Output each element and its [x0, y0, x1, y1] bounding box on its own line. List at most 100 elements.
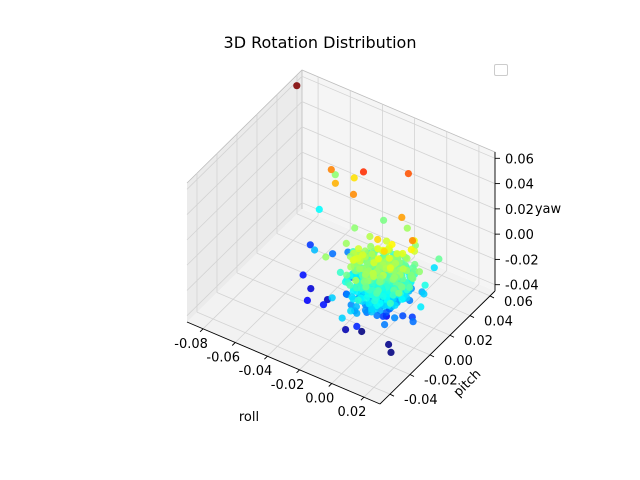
data-point [374, 235, 382, 244]
gridline-yaw-left [186, 151, 303, 266]
pitch-tick-label: 0.04 [484, 315, 513, 330]
roll-tick-label: -0.02 [271, 378, 305, 393]
data-point [385, 254, 393, 262]
gridline-yaw-back [301, 151, 496, 235]
legend-box[interactable] [494, 64, 508, 76]
data-point [421, 281, 429, 289]
data-point [370, 259, 378, 267]
yaw-tick-label: -0.02 [505, 253, 539, 268]
data-point [380, 216, 388, 224]
gridline-yaw-left [186, 202, 303, 316]
gridline-yaw-left [186, 177, 303, 291]
data-point [322, 253, 330, 261]
pitch-tick [449, 334, 455, 338]
data-point [356, 265, 364, 273]
data-point [303, 296, 311, 304]
data-point [368, 305, 376, 313]
data-point [349, 256, 357, 264]
data-point [328, 294, 336, 302]
gridline-pitch-floor [196, 311, 391, 395]
data-point [353, 322, 361, 330]
data-point [370, 272, 378, 280]
roll-tick-label: 0.00 [305, 392, 334, 407]
data-point [395, 289, 403, 297]
pitch-axis-title: pitch [451, 367, 484, 400]
data-point [393, 250, 401, 258]
data-point [404, 170, 412, 178]
data-point [354, 296, 362, 304]
gridline-yaw-back [301, 75, 496, 159]
yaw-axis-title: yaw [535, 202, 562, 217]
data-point [398, 213, 406, 221]
data-point [403, 224, 411, 232]
pitch-axis-line [379, 290, 496, 405]
data-point [329, 250, 337, 258]
gridline-roll-floor [331, 270, 448, 384]
data-point [338, 314, 346, 322]
data-point [354, 245, 363, 253]
data-point [403, 254, 411, 262]
data-point [307, 285, 315, 293]
gridline-yaw-back [301, 101, 496, 184]
data-point [331, 171, 339, 179]
data-point [406, 283, 414, 292]
data-point [399, 312, 407, 320]
chart-title: 3D Rotation Distribution [223, 33, 417, 52]
data-point [358, 327, 366, 336]
yaw-tick-label: 0.02 [505, 203, 534, 218]
data-point [342, 326, 350, 334]
yaw-tick-label: 0.06 [505, 152, 534, 167]
gridline-pitch-floor [236, 272, 431, 356]
data-point [367, 242, 375, 251]
pitch-tick [489, 295, 495, 299]
data-point [331, 179, 339, 187]
pitch-tick-label: 0.06 [504, 295, 533, 310]
data-point [327, 166, 335, 174]
roll-tick-label: -0.04 [239, 364, 273, 379]
data-point [380, 247, 388, 255]
pitch-tick [389, 393, 395, 397]
data-point [420, 290, 428, 298]
roll-tick [199, 328, 204, 333]
data-point [399, 265, 407, 273]
gridline-yaw-back [301, 202, 496, 286]
data-point [407, 246, 415, 254]
yaw-tick-label: -0.04 [505, 279, 539, 294]
data-point [342, 239, 350, 247]
data-point [336, 268, 344, 276]
data-point [379, 292, 387, 300]
roll-axis-line [186, 321, 381, 405]
data-point [353, 284, 361, 292]
data-point [376, 278, 384, 286]
data-point [373, 289, 381, 297]
data-point [359, 168, 368, 176]
data-point [350, 174, 358, 182]
roll-tick [296, 369, 300, 374]
roll-tick [328, 383, 333, 387]
data-point [346, 281, 354, 289]
data-point [315, 205, 323, 213]
data-point [373, 311, 381, 320]
data-point [293, 82, 301, 90]
data-point [389, 275, 397, 283]
roll-tick [231, 342, 236, 346]
data-point [351, 224, 359, 232]
pitch-tick-label: -0.04 [404, 393, 438, 408]
data-point [352, 276, 360, 284]
roll-axis-title: roll [239, 410, 259, 425]
roll-tick-label: -0.06 [206, 351, 240, 366]
roll-tick-label: 0.02 [337, 405, 366, 420]
data-point [361, 306, 370, 314]
data-point [382, 237, 391, 245]
gridline-roll-floor [234, 229, 351, 343]
roll-tick [360, 396, 365, 401]
data-point [365, 300, 373, 308]
data-point [319, 301, 328, 309]
data-point [374, 245, 382, 253]
data-point [353, 309, 361, 317]
data-point [363, 260, 371, 268]
gridline-roll-floor [363, 283, 480, 398]
data-point [388, 240, 396, 249]
